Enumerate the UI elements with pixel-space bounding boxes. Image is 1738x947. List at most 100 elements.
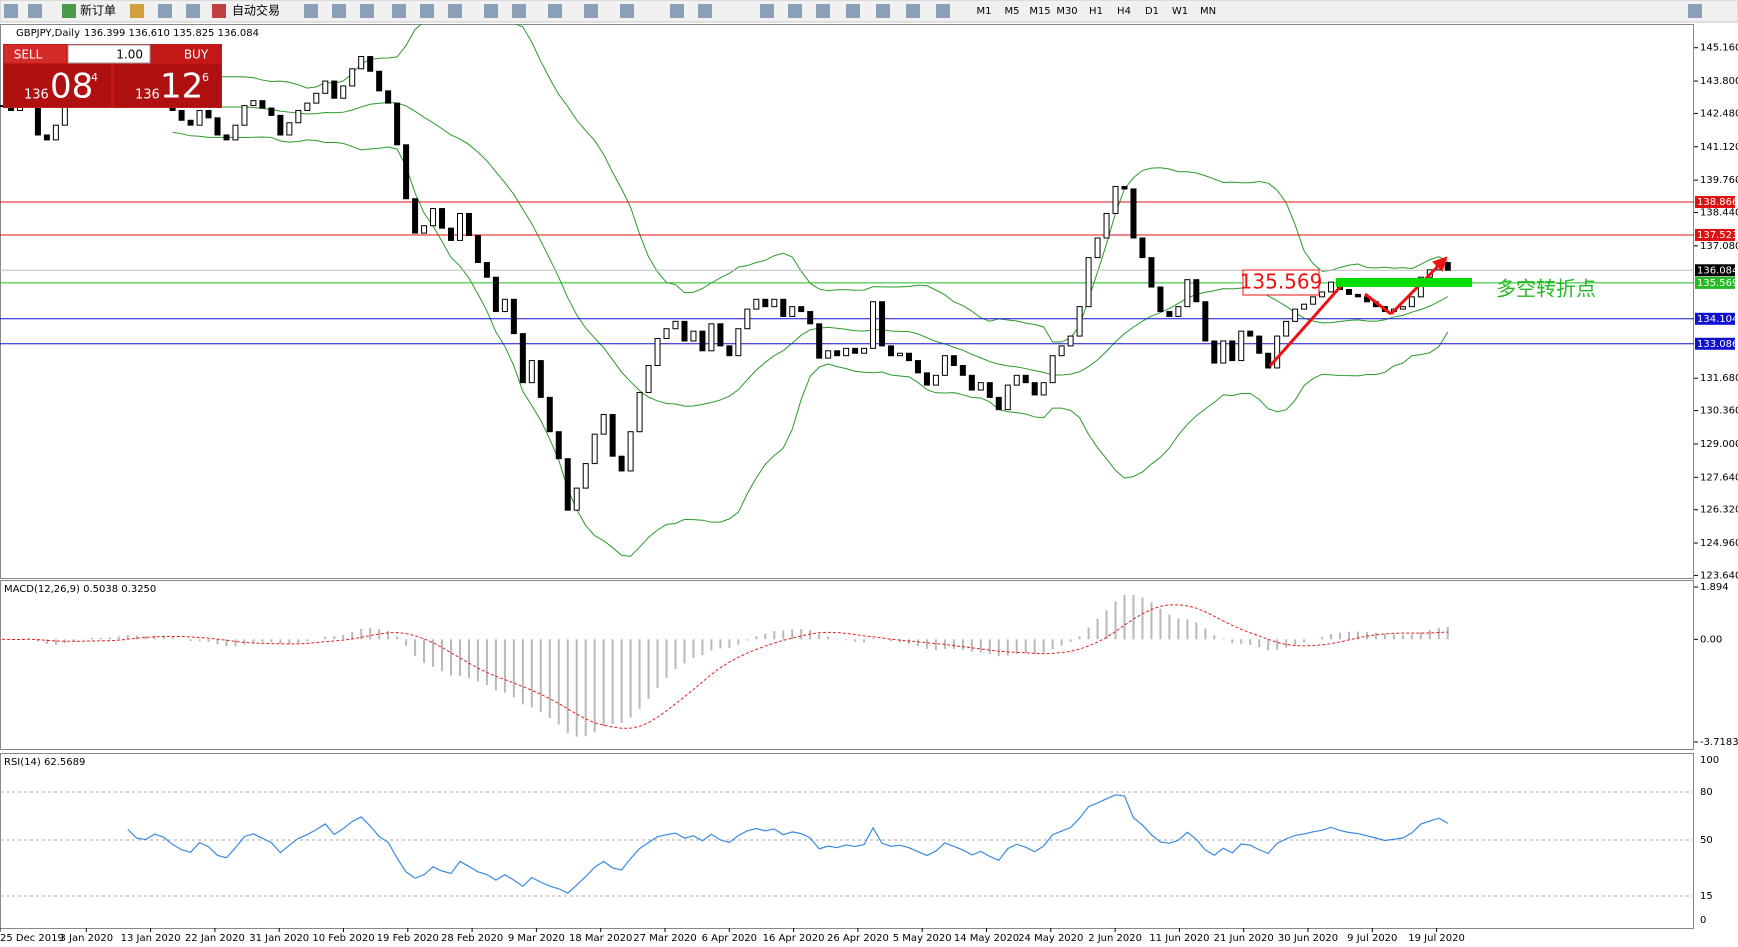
x-tick-label: 22 Jan 2020 [185,933,245,944]
timeframe-button[interactable]: W1 [1172,6,1188,17]
x-tick-label: 3 Jan 2020 [60,933,114,944]
new-order-button[interactable]: 新订单 [80,3,116,18]
candle [690,330,697,342]
timeframe-button[interactable]: D1 [1145,6,1159,17]
candle [843,347,850,357]
ohlc-header: 136.399 136.610 135.825 136.084 [84,28,259,39]
rsi-tick-label: 15 [1700,891,1713,902]
candle [456,212,463,241]
candle [250,100,257,107]
timeframe-button[interactable]: H4 [1117,6,1131,17]
candle [1193,279,1200,303]
candle [1274,335,1281,369]
y-tick-label: 145.160 [1700,43,1738,54]
sell-big: 136 [24,88,49,103]
sell-price[interactable] [4,64,111,107]
note-annotation: 多空转折点 [1496,277,1596,301]
candle [780,298,787,317]
level-label: 134.104 [1697,314,1738,325]
candle [609,414,616,457]
y-tick-label: 129.000 [1700,439,1738,450]
y-tick-label: 137.080 [1700,241,1738,252]
y-tick-label: 141.120 [1700,142,1738,153]
level-tag [1695,312,1735,325]
level-tag [1695,264,1735,277]
candle [1229,340,1236,362]
candle [376,70,383,92]
candle [474,235,481,264]
buy-price[interactable] [114,64,221,107]
candle [1256,335,1263,354]
timeframe-button[interactable]: M5 [1005,6,1020,17]
candle [1166,311,1173,317]
candle [537,360,544,398]
candle [807,311,814,325]
candle [358,56,365,70]
timeframe-button[interactable]: M1 [977,6,992,17]
macd-panel [0,580,1694,750]
y-tick-label: 143.800 [1700,76,1738,87]
x-tick-label: 27 Mar 2020 [633,933,696,944]
buy-label: BUY [184,48,209,62]
x-tick-label: 19 Feb 2020 [377,933,439,944]
candle [1202,301,1209,342]
lot-input[interactable] [67,44,151,64]
x-tick-label: 2 Jun 2020 [1088,933,1142,944]
candle [223,134,230,141]
candle [1022,374,1029,384]
candle [277,114,284,136]
sell-label: SELL [14,48,43,62]
candle [492,276,499,313]
candle [968,374,975,391]
rsi-tick-label: 100 [1700,755,1719,766]
candle [1130,188,1137,239]
candle [905,352,912,362]
candle [1301,303,1308,310]
timeframe-button[interactable]: M15 [1029,6,1050,17]
annotations: 135.569 多空转折点 [1240,256,1596,367]
trade-panel: SELL 1.00 BUY 136 08 4 136 12 6 [3,44,222,108]
x-tick-label: 9 Mar 2020 [508,933,565,944]
candle [699,330,706,352]
candle [483,262,490,278]
price-plot [0,24,1694,557]
x-tick-label: 16 Apr 2020 [763,933,825,944]
candle [681,320,688,342]
candle [178,109,185,121]
candle [1013,374,1020,386]
candle [1040,382,1047,396]
auto-trading-button[interactable]: 自动交易 [232,3,280,18]
candle [214,117,221,136]
candle [627,431,634,472]
candle [1408,296,1415,308]
candle [798,306,805,313]
candle [914,360,921,374]
candle [43,134,50,141]
candle [1067,335,1074,347]
macd-tick-label: -3.7183 [1700,737,1738,748]
candle [1310,296,1317,305]
candle [959,364,966,376]
candle [672,320,679,330]
candle [834,350,841,357]
candle [403,144,410,200]
candle [923,372,930,386]
y-tick-label: 126.320 [1700,505,1738,516]
x-tick-label: 24 May 2020 [1018,933,1083,944]
candle [385,90,392,104]
candle [519,333,526,384]
candle [717,323,724,347]
sell-pip: 4 [91,71,98,84]
timeframe-button[interactable]: M30 [1056,6,1077,17]
toolbar-icons [4,4,1702,18]
candle [367,56,374,72]
candle [789,306,796,317]
x-tick-label: 31 Jan 2020 [249,933,309,944]
candle [825,350,832,359]
y-tick-label: 124.960 [1700,538,1738,549]
timeframe-button[interactable]: H1 [1089,6,1103,17]
level-tag [1695,337,1735,350]
timeframe-button[interactable]: MN [1200,6,1216,17]
sell-button[interactable] [4,45,66,63]
